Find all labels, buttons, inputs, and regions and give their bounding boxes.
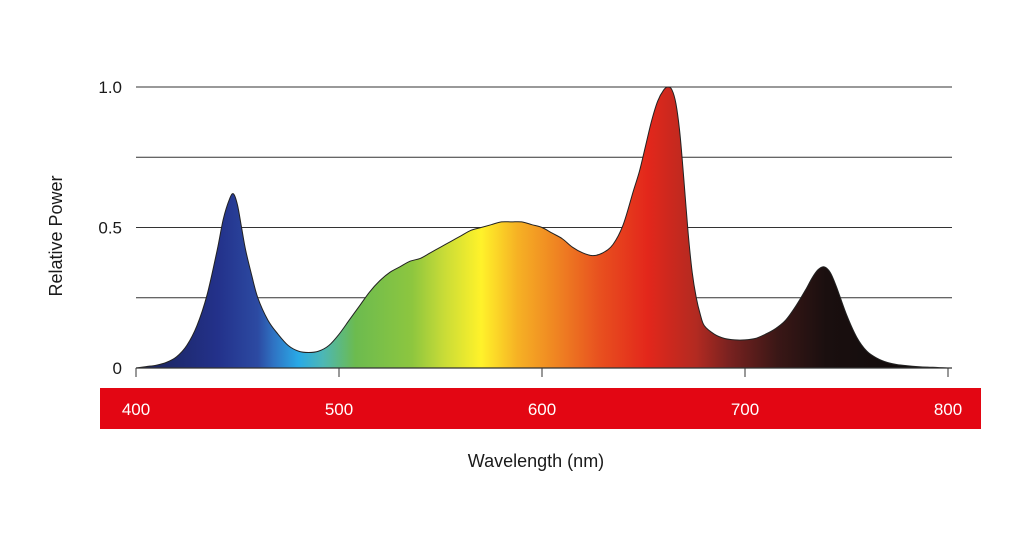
x-tick-label: 400 xyxy=(122,400,150,419)
y-tick-label: 1.0 xyxy=(98,78,122,97)
spectrum-area xyxy=(135,86,949,369)
x-axis xyxy=(135,367,952,377)
x-tick-label: 600 xyxy=(528,400,556,419)
x-tick-label: 700 xyxy=(731,400,759,419)
y-tick-label: 0.5 xyxy=(98,219,122,238)
x-tick-label: 800 xyxy=(934,400,962,419)
x-axis-label: Wavelength (nm) xyxy=(468,451,604,471)
x-tick-label: 500 xyxy=(325,400,353,419)
x-ticks: 400 500 600 700 800 xyxy=(122,400,962,419)
x-axis-band xyxy=(100,388,981,429)
y-ticks: 0 0.5 1.0 xyxy=(98,78,122,378)
y-axis-label: Relative Power xyxy=(46,175,66,296)
y-tick-label: 0 xyxy=(113,359,122,378)
